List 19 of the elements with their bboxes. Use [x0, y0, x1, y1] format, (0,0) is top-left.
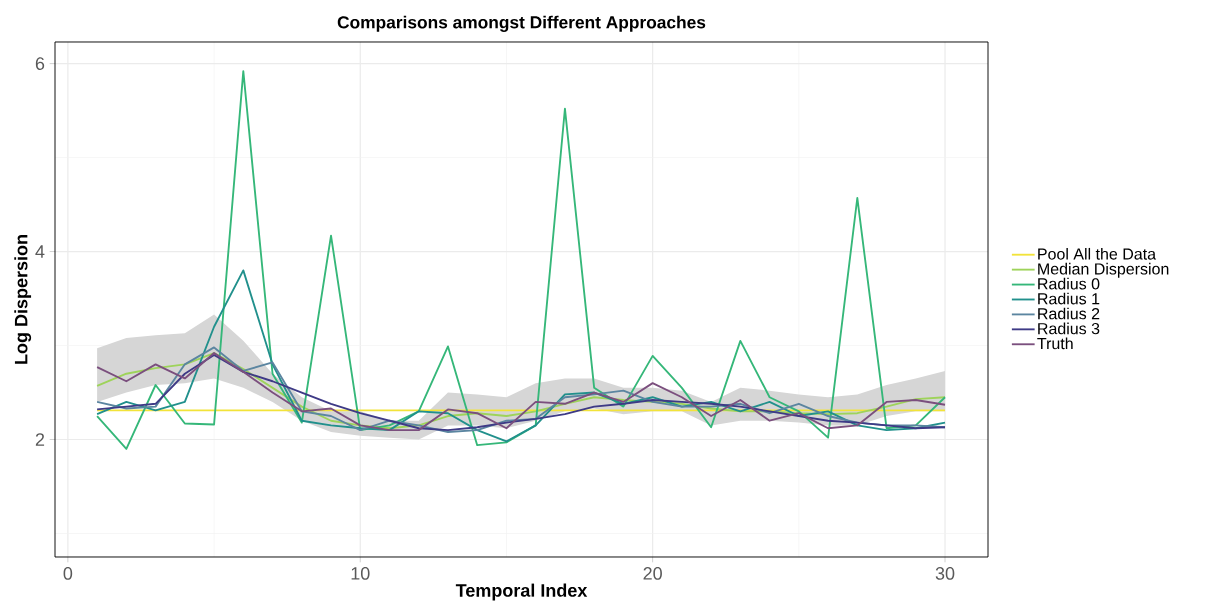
legend-label: Median Dispersion — [1038, 262, 1169, 278]
legend-label: Pool All the Data — [1038, 247, 1157, 260]
y-tick-label: 4 — [35, 245, 45, 258]
legend-label: Radius 2 — [1038, 307, 1100, 320]
x-tick-label: 0 — [63, 567, 73, 580]
legend-label: Radius 3 — [1038, 322, 1100, 335]
x-tick-label: 20 — [643, 567, 662, 580]
x-tick-label: 30 — [935, 567, 955, 580]
y-tick-label: 6 — [35, 57, 45, 70]
line-series — [96, 269, 946, 443]
x-axis-title: Temporal Index — [455, 583, 588, 601]
chart-title: Comparisons amongst Different Approaches — [337, 15, 706, 32]
legend-label: Radius 0 — [1038, 277, 1100, 290]
x-tick-label: 10 — [351, 567, 370, 580]
y-tick-label: 2 — [35, 433, 45, 446]
y-axis-title: Log Dispersion — [14, 235, 32, 364]
line-series — [96, 70, 946, 450]
legend-label: Truth — [1037, 337, 1073, 350]
legend-label: Radius 1 — [1038, 292, 1100, 305]
